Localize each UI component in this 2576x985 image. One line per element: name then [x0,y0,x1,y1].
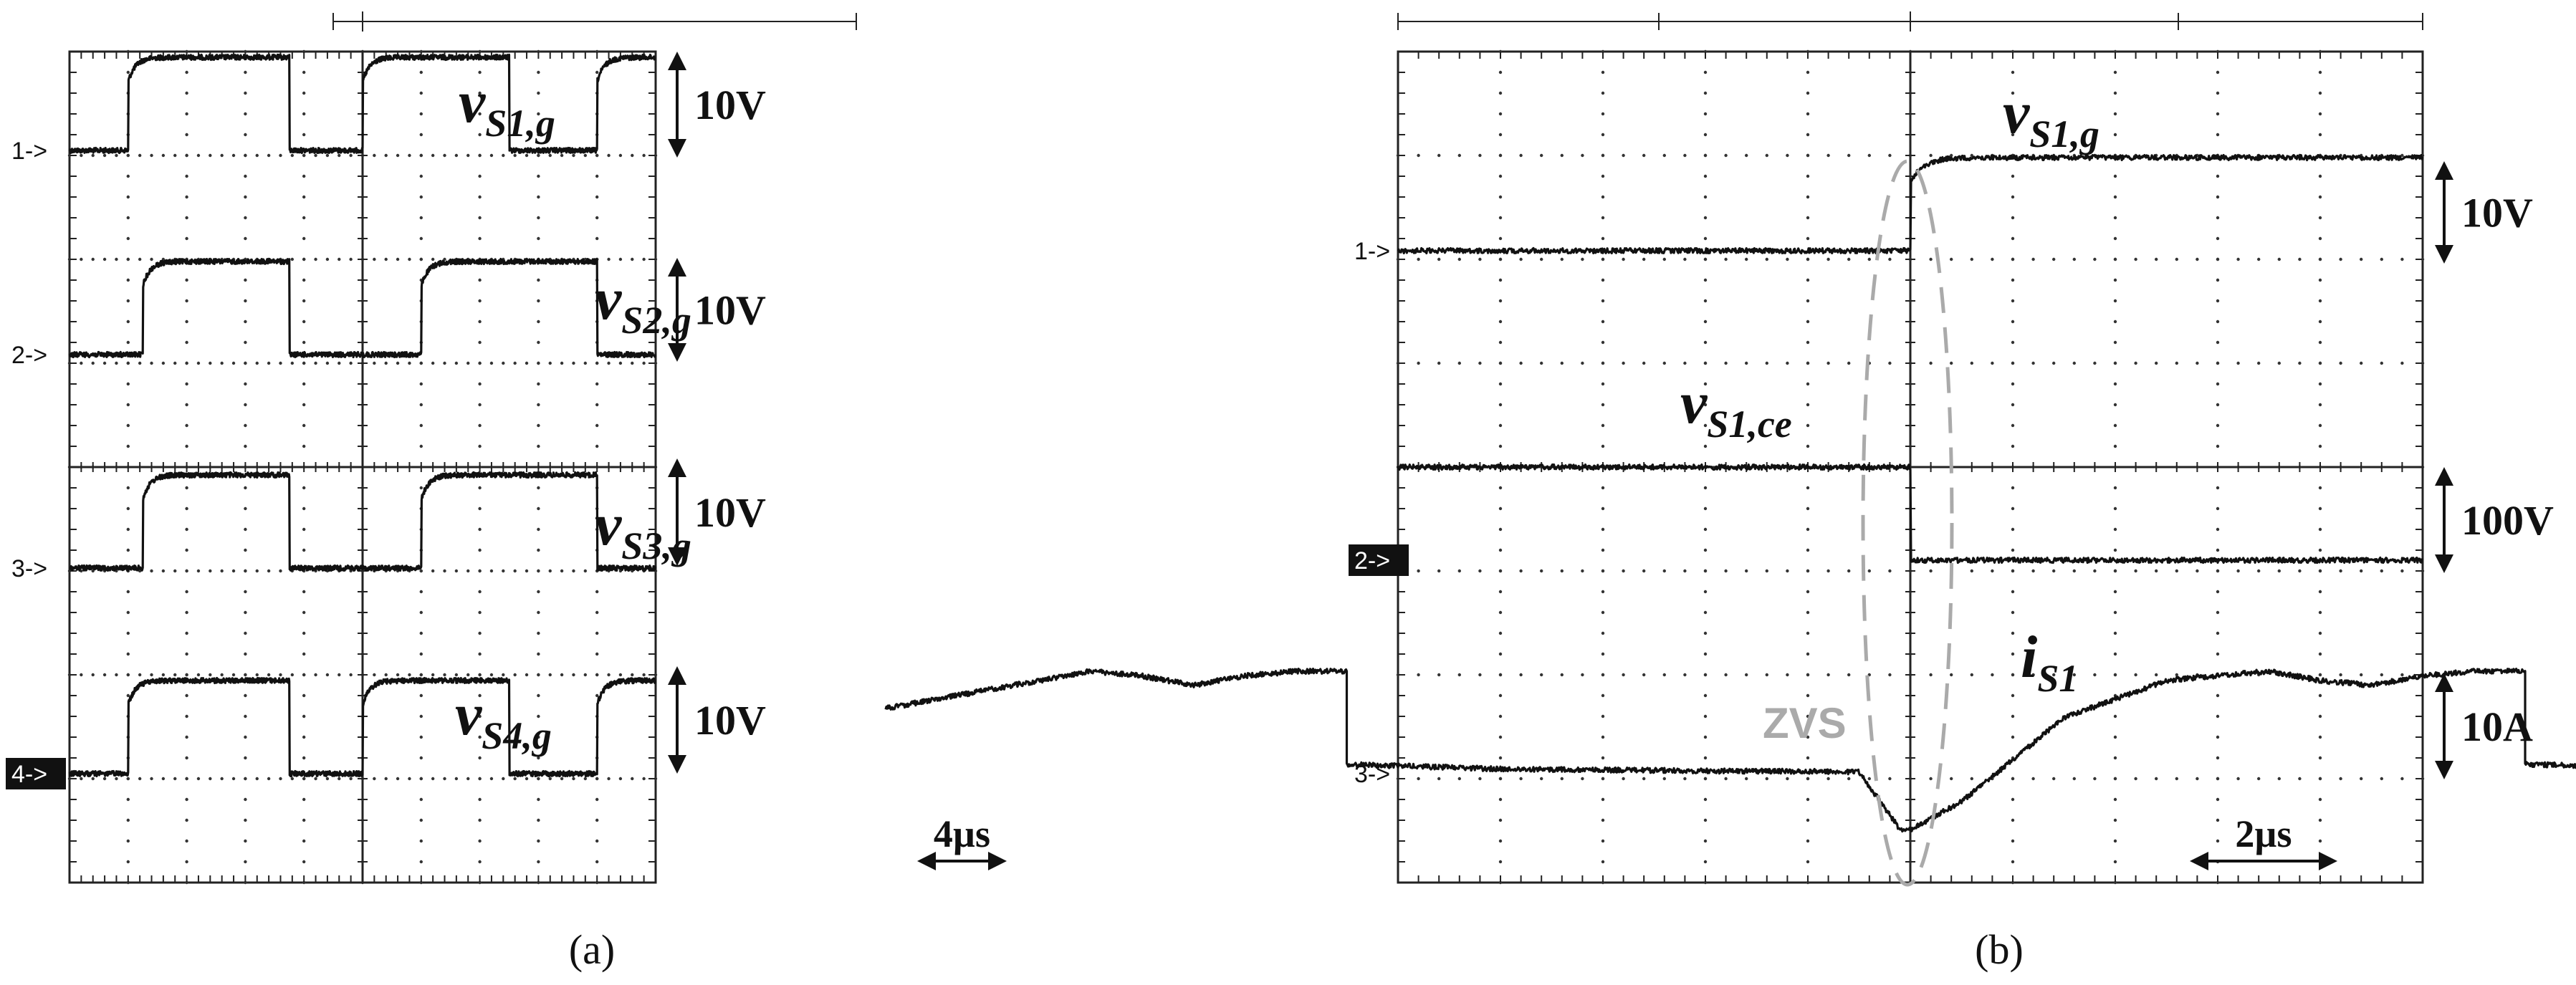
channel-marker-2: 2-> [1349,544,1409,576]
signal-name-label: vS1,ce [1680,370,1792,446]
signal-name-label: vS2,g [595,266,691,342]
panel-a-caption: (a) [569,926,615,973]
time-scale-label: 4µs [934,812,990,855]
channel-marker-label: 4-> [11,761,47,788]
vertical-scale-label: 10A [2461,703,2533,750]
time-scale-arrow: 2µs [2190,812,2337,870]
vertical-scale-arrow: 10A [2435,673,2533,779]
top-time-bar [332,11,857,32]
panel-b-caption: (b) [1975,926,2024,973]
channel-marker-1: 1-> [1354,238,1390,265]
grid-dots [67,49,658,885]
vertical-scale-arrow: 100V [2435,467,2554,573]
top-time-bar [1397,11,2423,32]
zvs-label: ZVS [1763,699,1847,747]
signal-name-label: vS4,g [455,681,552,757]
time-scale-label: 2µs [2235,812,2292,855]
channel-2: 2-> vS1,ce 100V [1349,370,2554,576]
trace-vs1ce [1397,463,2424,564]
channel-marker-label: 2-> [11,342,47,369]
channel-marker-3: 3-> [11,555,47,582]
channel-marker-label: 1-> [1354,238,1390,265]
vertical-scale-label: 10V [694,82,766,128]
vertical-scale-arrow: 10V [668,458,766,566]
signal-name-label: iS1 [2021,624,2078,700]
channel-marker-2: 2-> [11,342,47,369]
vertical-scale-label: 10V [694,697,766,744]
vertical-scale-arrow: 10V [2435,161,2533,264]
trace-vs3g [69,471,657,572]
channel-marker-3: 3-> [1354,761,1390,788]
vertical-scale-label: 100V [2461,497,2554,544]
axis-ticks [69,51,656,883]
channel-marker-label: 3-> [11,555,47,582]
time-scale-arrow: 4µs [917,812,1007,870]
channel-1: 1-> vS1,g 10V [11,52,766,165]
vertical-scale-label: 10V [2461,190,2533,236]
panel-b-oscilloscope: 1-> vS1,g 10V 2-> vS1,ce 100V 3-> iS1 10A 2µs ZVS [884,11,2576,887]
trace-vs4g [68,676,657,778]
vertical-scale-arrow: 10V [668,52,766,158]
signal-name-label: vS3,g [595,491,691,567]
vertical-scale-label: 10V [694,287,766,334]
signal-name-label: vS1,g [2003,80,2099,155]
vertical-scale-arrow: 10V [668,258,766,362]
channel-marker-1: 1-> [11,138,47,165]
zvs-annotation: ZVS [1763,159,1954,887]
trace-vs2g [68,257,657,359]
signal-name-label: vS1,g [459,69,555,145]
channel-marker-label: 3-> [1354,761,1390,788]
channel-marker-4: 4-> [6,758,66,789]
channel-2: 2-> vS2,g 10V [11,257,766,369]
channel-marker-label: 1-> [11,138,47,165]
trace-vs1g [68,53,656,155]
axis-ticks [1397,51,2423,883]
channel-4: 4-> vS4,g 10V [6,666,766,789]
vertical-scale-label: 10V [694,489,766,536]
grid-dots [1396,49,2425,885]
zvs-ellipse [1861,159,1954,887]
channel-3: 3-> iS1 10A [884,624,2576,833]
trace-is1 [884,668,2576,833]
channel-marker-label: 2-> [1354,547,1390,575]
channel-1: 1-> vS1,g 10V [1354,80,2533,265]
vertical-scale-arrow: 10V [668,666,766,774]
trace-vs1g [1397,153,2424,255]
